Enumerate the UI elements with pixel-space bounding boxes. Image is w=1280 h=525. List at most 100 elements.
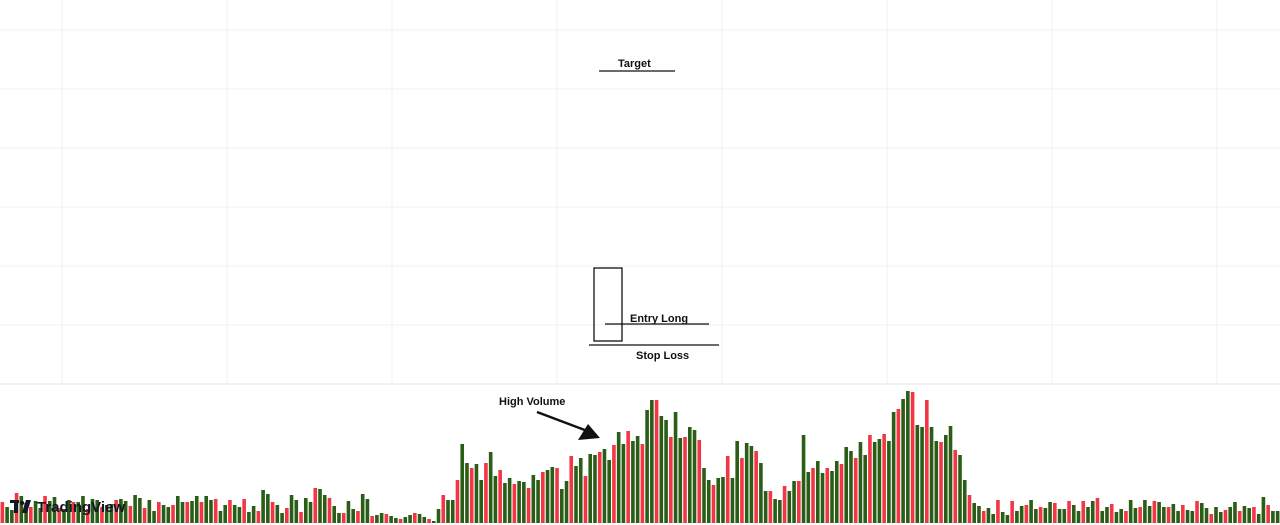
volume-bar (1000, 512, 1005, 523)
volume-bar (341, 513, 346, 523)
target-annotation: Target (599, 58, 675, 72)
volume-bar (389, 516, 393, 523)
tradingview-logo-text: TradingView (37, 499, 125, 516)
volume-bar (640, 444, 645, 523)
volume-bar (33, 501, 38, 523)
volume-bar (977, 506, 981, 523)
volume-bar (1019, 506, 1024, 523)
volume-bar (797, 481, 801, 523)
volume-bar (313, 488, 318, 523)
volume-bar (725, 456, 730, 523)
volume-bar (910, 392, 915, 523)
volume-bar (308, 502, 313, 523)
volume-bar (1024, 505, 1029, 523)
volume-bar (588, 454, 593, 523)
volume-bar (631, 441, 635, 523)
volume-bar (768, 491, 773, 523)
volume-bar (1242, 506, 1247, 523)
volume-bar (152, 511, 156, 523)
volume-bar (635, 436, 640, 523)
volume-bar (820, 473, 825, 523)
volume-bar (844, 447, 849, 523)
volume-bar (559, 489, 564, 523)
volume-bar (66, 500, 71, 523)
volume-bar (194, 496, 199, 523)
volume-bar (436, 509, 441, 523)
volume-bar (370, 516, 374, 523)
volume-bar (1143, 500, 1147, 523)
volume-bar (1204, 508, 1209, 523)
volume-bar (398, 519, 403, 523)
volume-bar (1157, 502, 1161, 523)
volume-bar (199, 502, 204, 523)
stop-annotation: Stop Loss (589, 344, 719, 362)
volume-bar (749, 446, 754, 523)
volume-bar (408, 515, 412, 523)
volume-bar (811, 468, 815, 523)
chart-grid (0, 0, 1280, 384)
volume-bar (123, 501, 128, 523)
volume-bar (1114, 512, 1119, 523)
volume-bar (1071, 505, 1076, 523)
volume-bar (356, 511, 360, 523)
volume-bar (920, 427, 924, 523)
volume-series (0, 391, 1280, 523)
volume-bar (237, 507, 242, 523)
volume-bar (166, 507, 171, 523)
volume-bar (1095, 498, 1100, 523)
tradingview-logo[interactable]: TradingView (10, 499, 125, 516)
volume-bar (1252, 507, 1256, 523)
volume-bar (114, 500, 118, 523)
volume-bar (536, 480, 540, 523)
volume-bar (597, 452, 602, 523)
entry-label: Entry Long (630, 313, 688, 325)
volume-bar (593, 455, 597, 523)
volume-bar (213, 499, 218, 523)
volume-bar (1015, 511, 1019, 523)
volume-bar (261, 490, 265, 523)
volume-bar (1043, 508, 1048, 523)
volume-bar (1034, 509, 1038, 523)
volume-bar (228, 500, 232, 523)
tradingview-logo-icon (10, 500, 31, 513)
volume-bar (346, 501, 351, 523)
volume-bar (555, 468, 559, 523)
target-label: Target (618, 58, 651, 70)
volume-bar (574, 466, 578, 523)
volume-bar (29, 507, 33, 523)
volume-bar (52, 497, 57, 523)
volume-bar (43, 496, 47, 523)
volume-bar (365, 499, 370, 523)
volume-bar (853, 458, 858, 523)
volume-bar (403, 517, 408, 523)
volume-bar (858, 442, 863, 523)
volume-bar (38, 508, 43, 523)
volume-bar (1209, 514, 1214, 523)
volume-bar (868, 435, 872, 523)
volume-bar (71, 502, 76, 523)
volume-bar (721, 477, 725, 523)
volume-bar (223, 505, 227, 523)
volume-bar (849, 451, 853, 523)
volume-bar (57, 508, 62, 523)
volume-bar (659, 416, 664, 523)
volume-bar (915, 425, 920, 523)
volume-bar (730, 478, 735, 523)
volume-bar (962, 480, 967, 523)
volume-bar (1181, 505, 1185, 523)
volume-bar (1223, 510, 1228, 523)
volume-bar (247, 512, 251, 523)
volume-bar (417, 514, 422, 523)
volume-bar (142, 508, 147, 523)
volume-bar (209, 500, 213, 523)
volume-bar (157, 502, 161, 523)
volume-bar (669, 437, 673, 523)
volume-label: High Volume (499, 396, 565, 408)
volume-bar (602, 449, 607, 523)
volume-bar (550, 467, 555, 523)
volume-bar (128, 506, 133, 523)
volume-annotation: High Volume (499, 396, 600, 440)
volume-bar (678, 438, 683, 523)
arrow-shaft (536, 410, 591, 434)
